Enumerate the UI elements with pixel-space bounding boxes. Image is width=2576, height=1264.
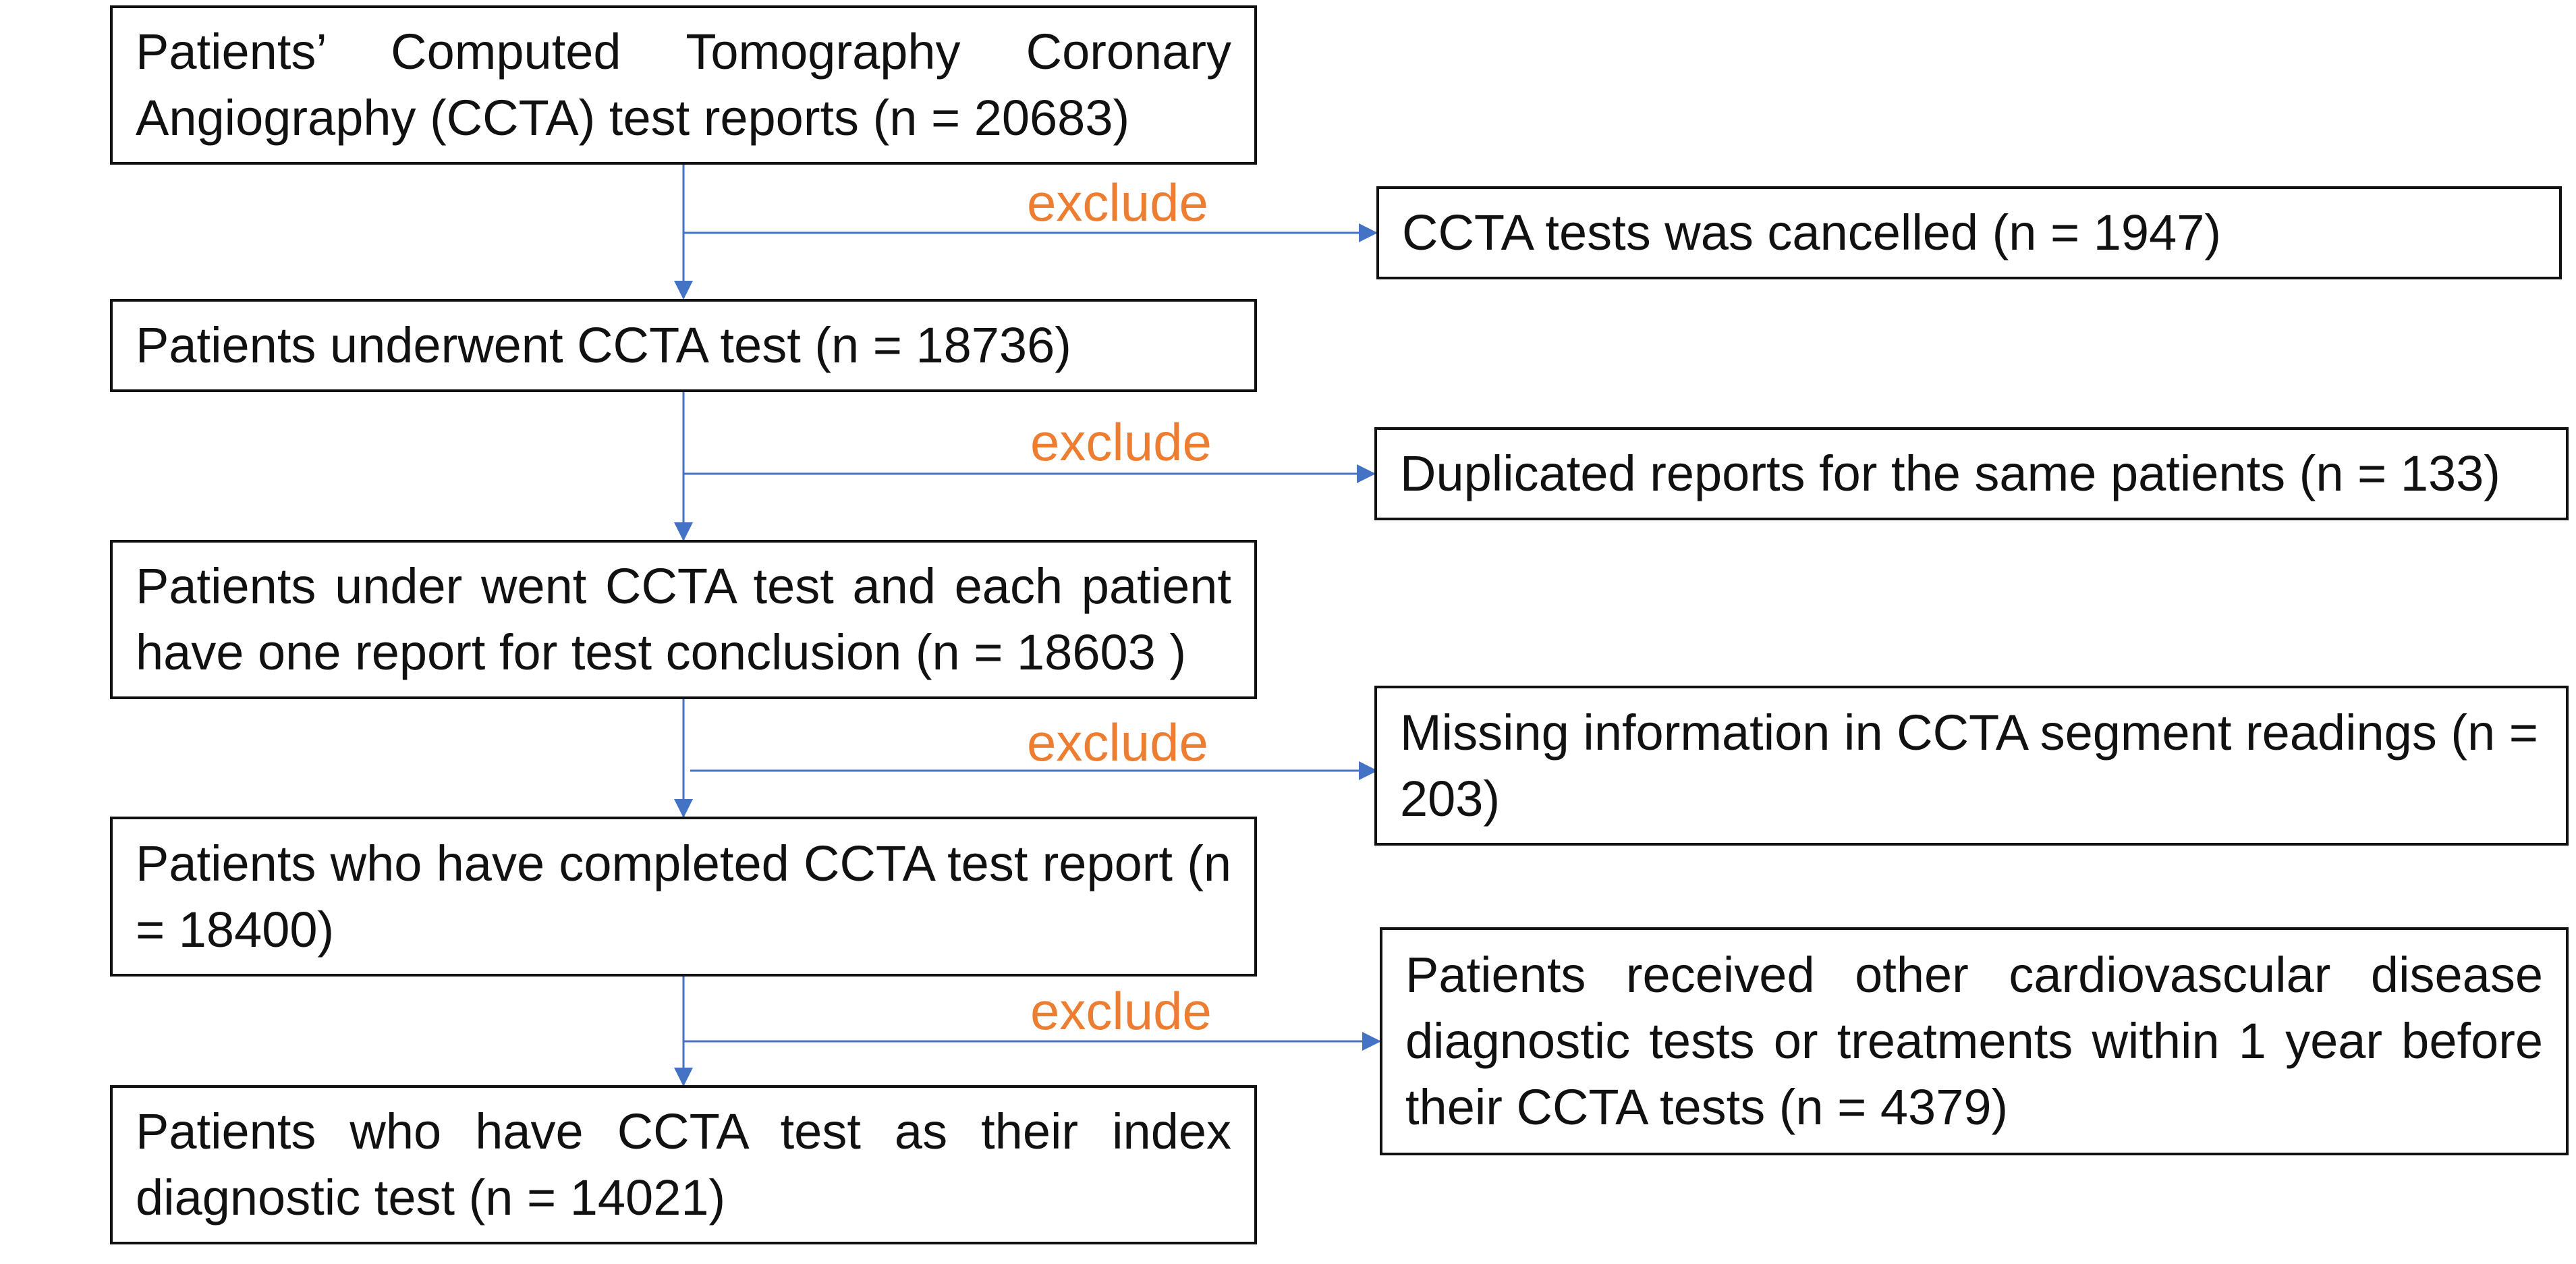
exclusion-box-cancelled: CCTA tests was cancelled (n = 1947) [1376,186,2562,279]
exclude-label-4: exclude [1030,981,1212,1041]
exclude-label-2: exclude [1030,412,1212,472]
exclusion-box-text: Missing information in CCTA segment read… [1400,704,2538,827]
flow-box-text: Patients who have completed CCTA test re… [136,835,1231,958]
flow-box-text: Patients underwent CCTA test (n = 18736) [136,317,1071,373]
flow-box-completed-report: Patients who have completed CCTA test re… [110,817,1257,977]
flow-box-one-report: Patients under went CCTA test and each p… [110,540,1257,699]
flow-box-text: Patients who have CCTA test as their ind… [136,1103,1231,1226]
exclusion-box-duplicated: Duplicated reports for the same patients… [1374,427,2569,520]
flow-box-ccta-reports: Patients’ Computed Tomography Coronary A… [110,5,1257,165]
flow-box-index-test: Patients who have CCTA test as their ind… [110,1085,1257,1244]
flow-box-text: Patients’ Computed Tomography Coronary A… [136,24,1231,146]
exclude-label-1: exclude [1027,173,1208,232]
exclusion-box-other-tests: Patients received other cardiovascular d… [1380,927,2569,1155]
exclusion-box-missing-info: Missing information in CCTA segment read… [1374,686,2569,846]
exclusion-box-text: Duplicated reports for the same patients… [1400,445,2500,501]
exclusion-box-text: Patients received other cardiovascular d… [1405,947,2543,1135]
flow-box-underwent-ccta: Patients underwent CCTA test (n = 18736) [110,299,1257,392]
exclude-label-3: exclude [1027,713,1208,772]
exclusion-box-text: CCTA tests was cancelled (n = 1947) [1402,204,2222,260]
flow-box-text: Patients under went CCTA test and each p… [136,558,1231,680]
